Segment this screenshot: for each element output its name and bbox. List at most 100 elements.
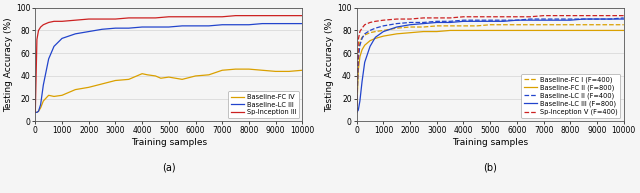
Baseline-FC IV [72,88,79,91]
Baseline-LC III [285,22,293,25]
Sp-Inception V (F=400) [527,16,534,18]
Baseline-LC III (F=800) [393,26,401,28]
Baseline-FC IV [272,70,280,73]
Baseline-FC II (F=800) [393,33,401,35]
Baseline-FC II (F=800) [500,29,508,32]
Sp-Inception V (F=400) [353,111,360,113]
Baseline-LC III (F=800) [355,109,362,111]
Baseline-LC II (F=400) [527,18,534,20]
Baseline-FC IV [191,75,199,77]
Sp-Inception III [285,14,293,17]
Baseline-FC II (F=800) [446,29,454,32]
Baseline-FC II (F=800) [607,29,614,32]
X-axis label: Training samples: Training samples [131,138,207,147]
Baseline-FC II (F=800) [473,29,481,32]
X-axis label: Training samples: Training samples [452,138,528,147]
Baseline-FC IV [31,111,39,113]
Sp-Inception V (F=400) [500,16,508,18]
Sp-Inception V (F=400) [406,18,414,20]
Baseline-LC II (F=400) [372,27,380,29]
Sp-Inception III [33,38,41,41]
Baseline-LC III [125,27,132,29]
Baseline-LC II (F=400) [393,22,401,25]
Baseline-LC III [45,58,52,60]
Sp-Inception III [58,20,66,22]
Baseline-FC IV [45,94,52,96]
Baseline-LC III [205,25,212,27]
Baseline-FC II (F=800) [356,55,364,58]
Baseline-LC III (F=800) [513,19,521,21]
Baseline-LC II (F=400) [473,19,481,21]
Sp-Inception III [50,20,58,22]
Baseline-FC II (F=800) [460,29,467,32]
Baseline-FC I (F=400) [540,24,547,26]
Line: Baseline-FC I (F=400): Baseline-FC I (F=400) [356,25,624,112]
Baseline-LC III [58,37,66,40]
Baseline-LC II (F=400) [361,33,369,35]
Baseline-FC IV [179,78,186,80]
Baseline-LC III (F=800) [566,19,574,21]
Sp-Inception V (F=400) [446,17,454,19]
Baseline-FC II (F=800) [420,30,428,33]
Sp-Inception V (F=400) [358,27,366,29]
Baseline-FC I (F=400) [580,24,588,26]
Legend: Baseline-FC IV, Baseline-LC III, Sp-Inception III: Baseline-FC IV, Baseline-LC III, Sp-Ince… [228,91,299,118]
Baseline-FC II (F=800) [366,40,374,42]
Sp-Inception III [72,19,79,21]
Y-axis label: Testing Accuracy (%): Testing Accuracy (%) [326,17,335,112]
Sp-Inception V (F=400) [420,17,428,19]
Sp-Inception III [298,14,306,17]
Baseline-FC IV [285,70,293,73]
Baseline-FC IV [125,78,132,80]
Baseline-FC IV [298,69,306,71]
Baseline-LC III (F=800) [473,20,481,22]
Baseline-FC IV [259,69,266,71]
Baseline-LC II (F=400) [607,18,614,20]
Sp-Inception III [179,16,186,18]
Baseline-LC III (F=800) [486,20,494,22]
Sp-Inception V (F=400) [366,21,374,24]
Sp-Inception V (F=400) [513,16,521,18]
Baseline-FC II (F=800) [380,35,387,37]
Baseline-FC IV [165,76,173,78]
Baseline-LC II (F=400) [406,21,414,24]
Baseline-LC III (F=800) [358,80,366,83]
Sp-Inception III [218,16,226,18]
Baseline-FC II (F=800) [527,29,534,32]
Baseline-FC II (F=800) [361,44,369,46]
Baseline-LC III [245,24,253,26]
Baseline-FC IV [85,86,93,88]
Baseline-FC IV [232,68,239,70]
Sp-Inception III [152,17,159,19]
Baseline-LC II (F=400) [420,21,428,24]
Baseline-FC II (F=800) [580,29,588,32]
Baseline-LC II (F=400) [513,19,521,21]
Baseline-FC IV [33,111,41,113]
Baseline-FC I (F=400) [486,24,494,26]
Baseline-LC III [98,28,106,30]
Text: (b): (b) [483,163,497,172]
Baseline-FC IV [152,75,159,77]
Baseline-LC III [259,22,266,25]
Baseline-LC III [50,45,58,47]
Sp-Inception V (F=400) [355,38,362,41]
Baseline-LC III (F=800) [527,19,534,21]
Baseline-LC II (F=400) [353,111,360,113]
Baseline-FC I (F=400) [361,34,369,36]
Baseline-FC IV [157,77,164,79]
Baseline-LC II (F=400) [433,20,440,22]
Sp-Inception V (F=400) [380,19,387,21]
Sp-Inception III [35,29,42,32]
Baseline-LC III [33,111,41,113]
Sp-Inception V (F=400) [566,14,574,17]
Baseline-FC II (F=800) [355,69,362,71]
Baseline-LC III (F=800) [356,100,364,102]
Baseline-LC III [111,27,119,29]
Baseline-LC III (F=800) [446,21,454,24]
Baseline-LC II (F=400) [620,17,628,19]
Baseline-FC I (F=400) [353,111,360,113]
Baseline-LC III [191,25,199,27]
Baseline-FC II (F=800) [553,29,561,32]
Baseline-LC II (F=400) [356,44,364,46]
Baseline-FC I (F=400) [473,25,481,27]
